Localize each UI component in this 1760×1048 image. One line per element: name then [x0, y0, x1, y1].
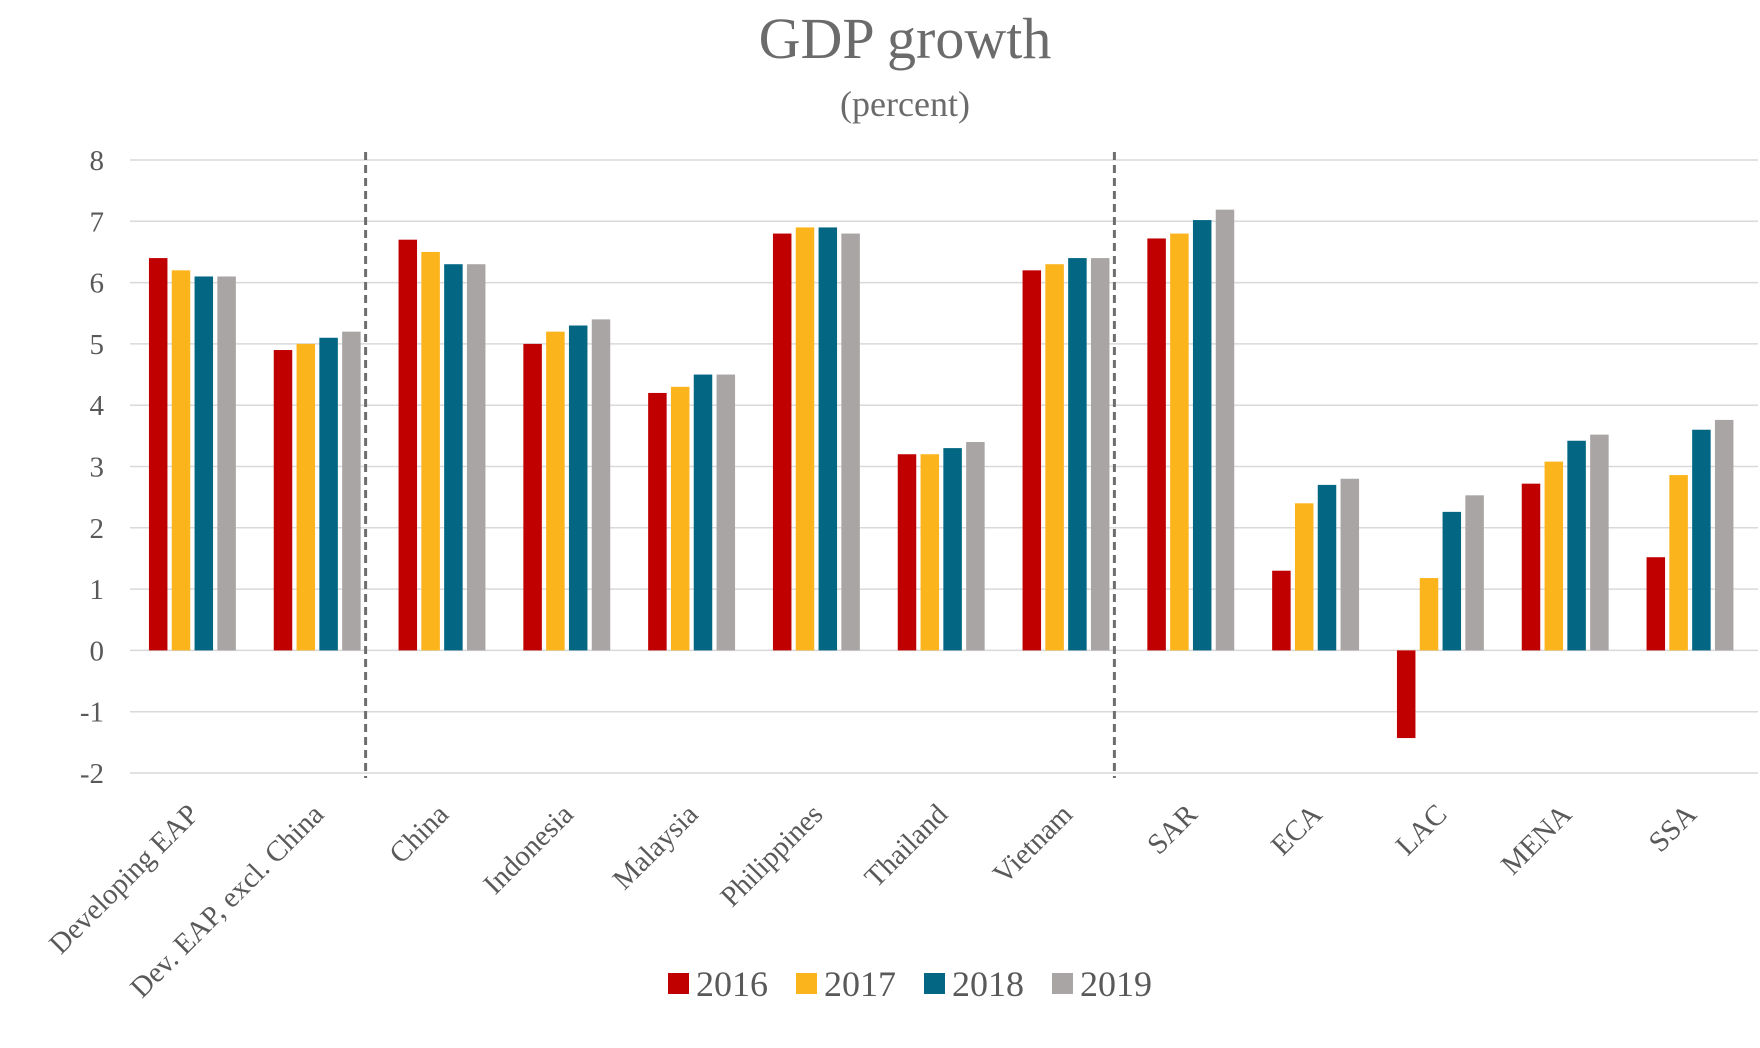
- bar-malaysia-2019: [716, 374, 736, 651]
- y-tick-label: 3: [90, 452, 105, 484]
- bar-dev-eap-excl-china-2019: [342, 331, 361, 651]
- legend-swatch-2018: [924, 973, 945, 994]
- bar-mena-2018: [1567, 440, 1586, 651]
- y-tick-label: 5: [90, 329, 105, 361]
- bar-philippines-2017: [795, 227, 815, 651]
- y-tick-label: 4: [90, 390, 105, 422]
- x-category-label: China: [383, 798, 455, 870]
- bar-china-2017: [421, 251, 440, 651]
- bar-mena-2016: [1521, 483, 1541, 651]
- y-tick-label: 2: [90, 513, 105, 545]
- bar-thailand-2018: [943, 448, 962, 651]
- x-category-label: Philippines: [714, 798, 829, 913]
- bars: [148, 209, 1734, 739]
- bar-developing-eap-2019: [217, 276, 236, 651]
- legend: 2016 2017 2018 2019: [668, 964, 1152, 1004]
- bar-china-2018: [444, 264, 463, 651]
- bar-philippines-2019: [841, 233, 860, 651]
- bar-malaysia-2018: [693, 374, 713, 651]
- bar-developing-eap-2016: [148, 258, 168, 651]
- bar-china-2019: [466, 264, 486, 651]
- x-category-label: Indonesia: [477, 798, 579, 900]
- legend-label: 2019: [1080, 964, 1152, 1004]
- x-category-label: MENA: [1495, 798, 1578, 881]
- bar-china-2016: [398, 239, 418, 651]
- bar-ssa-2016: [1646, 557, 1666, 651]
- bar-vietnam-2017: [1045, 264, 1064, 651]
- bar-eca-2018: [1317, 484, 1337, 651]
- bar-dev-eap-excl-china-2016: [273, 350, 293, 651]
- bar-vietnam-2016: [1022, 270, 1042, 651]
- legend-label: 2017: [824, 964, 896, 1004]
- bar-lac-2016: [1396, 650, 1416, 739]
- legend-swatch-2016: [668, 973, 689, 994]
- bar-mena-2017: [1544, 461, 1564, 651]
- bar-sar-2016: [1147, 238, 1166, 651]
- legend-swatch-2017: [796, 973, 817, 994]
- bar-dev-eap-excl-china-2017: [296, 343, 316, 651]
- legend-label: 2018: [952, 964, 1024, 1004]
- bar-philippines-2018: [818, 227, 838, 651]
- bar-sar-2017: [1170, 233, 1189, 651]
- chart-subtitle: (percent): [840, 84, 970, 124]
- bar-vietnam-2018: [1068, 258, 1087, 651]
- y-tick-label: 6: [90, 268, 105, 300]
- bar-eca-2016: [1272, 570, 1291, 651]
- x-category-label: SSA: [1643, 798, 1703, 858]
- bar-sar-2019: [1215, 209, 1235, 651]
- bar-ssa-2018: [1692, 429, 1711, 651]
- bar-thailand-2016: [897, 454, 917, 651]
- bar-vietnam-2019: [1090, 258, 1110, 651]
- x-category-label: ECA: [1265, 798, 1329, 862]
- bar-indonesia-2017: [546, 331, 565, 651]
- legend-label: 2016: [696, 964, 768, 1004]
- bar-indonesia-2016: [523, 343, 542, 651]
- bar-indonesia-2018: [568, 325, 588, 651]
- bar-dev-eap-excl-china-2018: [319, 337, 338, 651]
- x-category-label: LAC: [1390, 798, 1454, 862]
- bar-lac-2018: [1442, 511, 1462, 651]
- bar-ssa-2017: [1669, 475, 1688, 651]
- bar-developing-eap-2017: [171, 270, 191, 651]
- y-tick-label: -2: [80, 758, 104, 790]
- bar-developing-eap-2018: [194, 276, 214, 651]
- y-tick-label: 7: [90, 206, 105, 238]
- bar-indonesia-2019: [591, 319, 611, 651]
- bar-lac-2019: [1465, 495, 1484, 651]
- x-category-label: SAR: [1141, 798, 1204, 861]
- chart-title: GDP growth: [759, 6, 1052, 71]
- bar-malaysia-2016: [648, 392, 667, 651]
- bar-mena-2019: [1590, 434, 1609, 651]
- bar-thailand-2017: [920, 454, 940, 651]
- y-axis-tick-labels: 8 7 6 5 4 3 2 1 0 -1 -2: [80, 145, 105, 790]
- y-tick-label: 1: [90, 574, 105, 606]
- y-tick-label: -1: [80, 697, 104, 729]
- y-tick-label: 0: [90, 635, 105, 667]
- bar-sar-2018: [1192, 220, 1212, 651]
- bar-lac-2017: [1419, 578, 1439, 651]
- x-category-label: Vietnam: [987, 798, 1079, 890]
- group-dividers: [364, 152, 1116, 778]
- bar-eca-2019: [1340, 478, 1360, 651]
- x-category-label: Malaysia: [607, 798, 705, 896]
- bar-eca-2017: [1294, 503, 1314, 651]
- x-category-label: Thailand: [859, 798, 955, 894]
- bar-malaysia-2017: [670, 386, 690, 651]
- bar-ssa-2019: [1714, 419, 1734, 651]
- bar-philippines-2016: [772, 233, 792, 651]
- y-tick-label: 8: [90, 145, 105, 177]
- legend-swatch-2019: [1052, 973, 1073, 994]
- bar-thailand-2019: [966, 441, 985, 651]
